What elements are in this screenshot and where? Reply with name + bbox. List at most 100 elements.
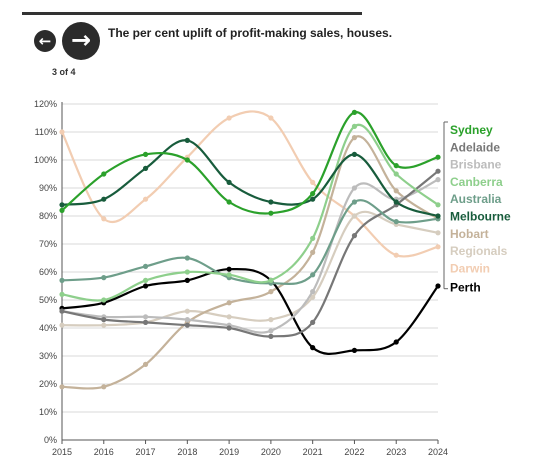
data-point-sydney — [59, 207, 65, 213]
series-line-regionals — [61, 210, 439, 327]
data-point-darwin — [310, 179, 316, 185]
data-point-sydney — [142, 151, 149, 157]
data-point-perth — [435, 283, 441, 289]
data-point-canberra — [184, 269, 190, 275]
data-point-darwin — [59, 129, 65, 135]
data-point-sydney — [268, 210, 274, 216]
data-point-sydney — [310, 191, 316, 197]
data-point-melbourne — [226, 179, 232, 185]
data-point-regionals — [101, 322, 107, 328]
data-point-adelaide — [310, 319, 316, 325]
data-point-adelaide — [226, 325, 232, 331]
data-point-canberra — [393, 171, 399, 177]
data-point-australia — [351, 199, 358, 205]
x-tick-label: 2015 — [52, 447, 72, 457]
data-point-adelaide — [59, 308, 65, 314]
series-line-australia — [61, 199, 439, 286]
legend-entry-canberra: Canberra — [450, 175, 503, 189]
legend-entry-sydney: Sydney — [450, 123, 493, 137]
data-point-canberra — [226, 272, 232, 278]
legend-entry-darwin: Darwin — [450, 261, 490, 275]
data-point-perth — [226, 266, 232, 272]
series-line-sydney — [61, 111, 439, 215]
data-point-brisbane — [268, 328, 274, 334]
data-point-canberra — [351, 123, 358, 129]
data-point-darwin — [142, 196, 149, 202]
data-point-brisbane — [435, 177, 441, 183]
legend-entry-regionals: Regionals — [450, 244, 508, 258]
y-tick-label: 60% — [39, 267, 57, 277]
data-point-australia — [310, 272, 316, 278]
legend-entry-australia: Australia — [450, 192, 502, 206]
legend-entry-brisbane: Brisbane — [450, 158, 502, 172]
data-point-melbourne — [142, 165, 149, 171]
data-point-sydney — [101, 171, 107, 177]
data-point-hobart — [142, 361, 149, 367]
data-point-regionals — [184, 308, 190, 314]
data-point-adelaide — [435, 168, 441, 174]
y-tick-label: 20% — [39, 379, 57, 389]
data-point-perth — [310, 345, 316, 351]
data-point-canberra — [435, 202, 441, 208]
data-point-canberra — [268, 277, 274, 283]
data-point-hobart — [310, 249, 316, 255]
data-point-hobart — [351, 135, 358, 141]
data-point-regionals — [310, 294, 316, 300]
x-tick-label: 2023 — [386, 447, 406, 457]
arrow-right-icon[interactable]: → — [62, 22, 100, 60]
y-tick-label: 50% — [39, 295, 57, 305]
y-tick-label: 120% — [34, 99, 57, 109]
data-point-perth — [393, 339, 399, 345]
y-tick-label: 30% — [39, 351, 57, 361]
data-point-brisbane — [184, 317, 190, 323]
data-point-canberra — [59, 291, 65, 297]
data-point-brisbane — [142, 314, 149, 320]
data-point-adelaide — [142, 319, 149, 325]
data-point-sydney — [435, 154, 441, 160]
data-point-adelaide — [268, 333, 274, 339]
data-point-australia — [59, 277, 65, 283]
data-point-regionals — [351, 213, 358, 219]
data-point-adelaide — [101, 317, 107, 323]
data-point-australia — [142, 263, 149, 269]
legend-entry-melbourne: Melbourne — [450, 210, 511, 224]
legend-entry-perth: Perth — [450, 281, 481, 295]
data-point-melbourne — [59, 202, 65, 208]
data-point-melbourne — [435, 213, 441, 219]
data-point-australia — [101, 275, 107, 281]
data-point-hobart — [226, 300, 232, 306]
series-line-perth — [61, 268, 439, 355]
data-point-regionals — [268, 317, 274, 323]
chart-title: The per cent uplift of profit-making sal… — [108, 26, 393, 40]
data-point-regionals — [226, 314, 232, 320]
x-tick-label: 2016 — [94, 447, 114, 457]
data-point-sydney — [184, 157, 190, 163]
page-indicator: 3 of 4 — [52, 67, 76, 77]
x-tick-label: 2018 — [177, 447, 197, 457]
data-point-adelaide — [184, 322, 190, 328]
y-tick-label: 110% — [35, 127, 57, 137]
x-tick-label: 2024 — [428, 447, 448, 457]
data-point-sydney — [226, 199, 232, 205]
data-point-regionals — [435, 230, 441, 236]
data-point-canberra — [310, 235, 316, 241]
data-point-regionals — [59, 322, 65, 328]
y-tick-label: 100% — [34, 155, 57, 165]
data-point-hobart — [393, 188, 399, 194]
data-point-brisbane — [351, 185, 358, 191]
series-line-darwin — [61, 110, 439, 258]
legend-entry-adelaide: Adelaide — [450, 140, 500, 154]
data-point-adelaide — [351, 233, 358, 239]
data-point-perth — [184, 277, 190, 283]
arrow-left-icon[interactable]: ← — [34, 30, 56, 52]
series-line-canberra — [61, 123, 439, 302]
x-tick-label: 2021 — [303, 447, 323, 457]
data-point-hobart — [268, 289, 274, 295]
data-point-melbourne — [184, 137, 190, 143]
data-point-melbourne — [351, 151, 358, 157]
y-tick-label: 0% — [44, 435, 57, 445]
data-point-darwin — [393, 252, 399, 258]
data-point-canberra — [101, 297, 107, 303]
data-point-melbourne — [310, 196, 316, 202]
